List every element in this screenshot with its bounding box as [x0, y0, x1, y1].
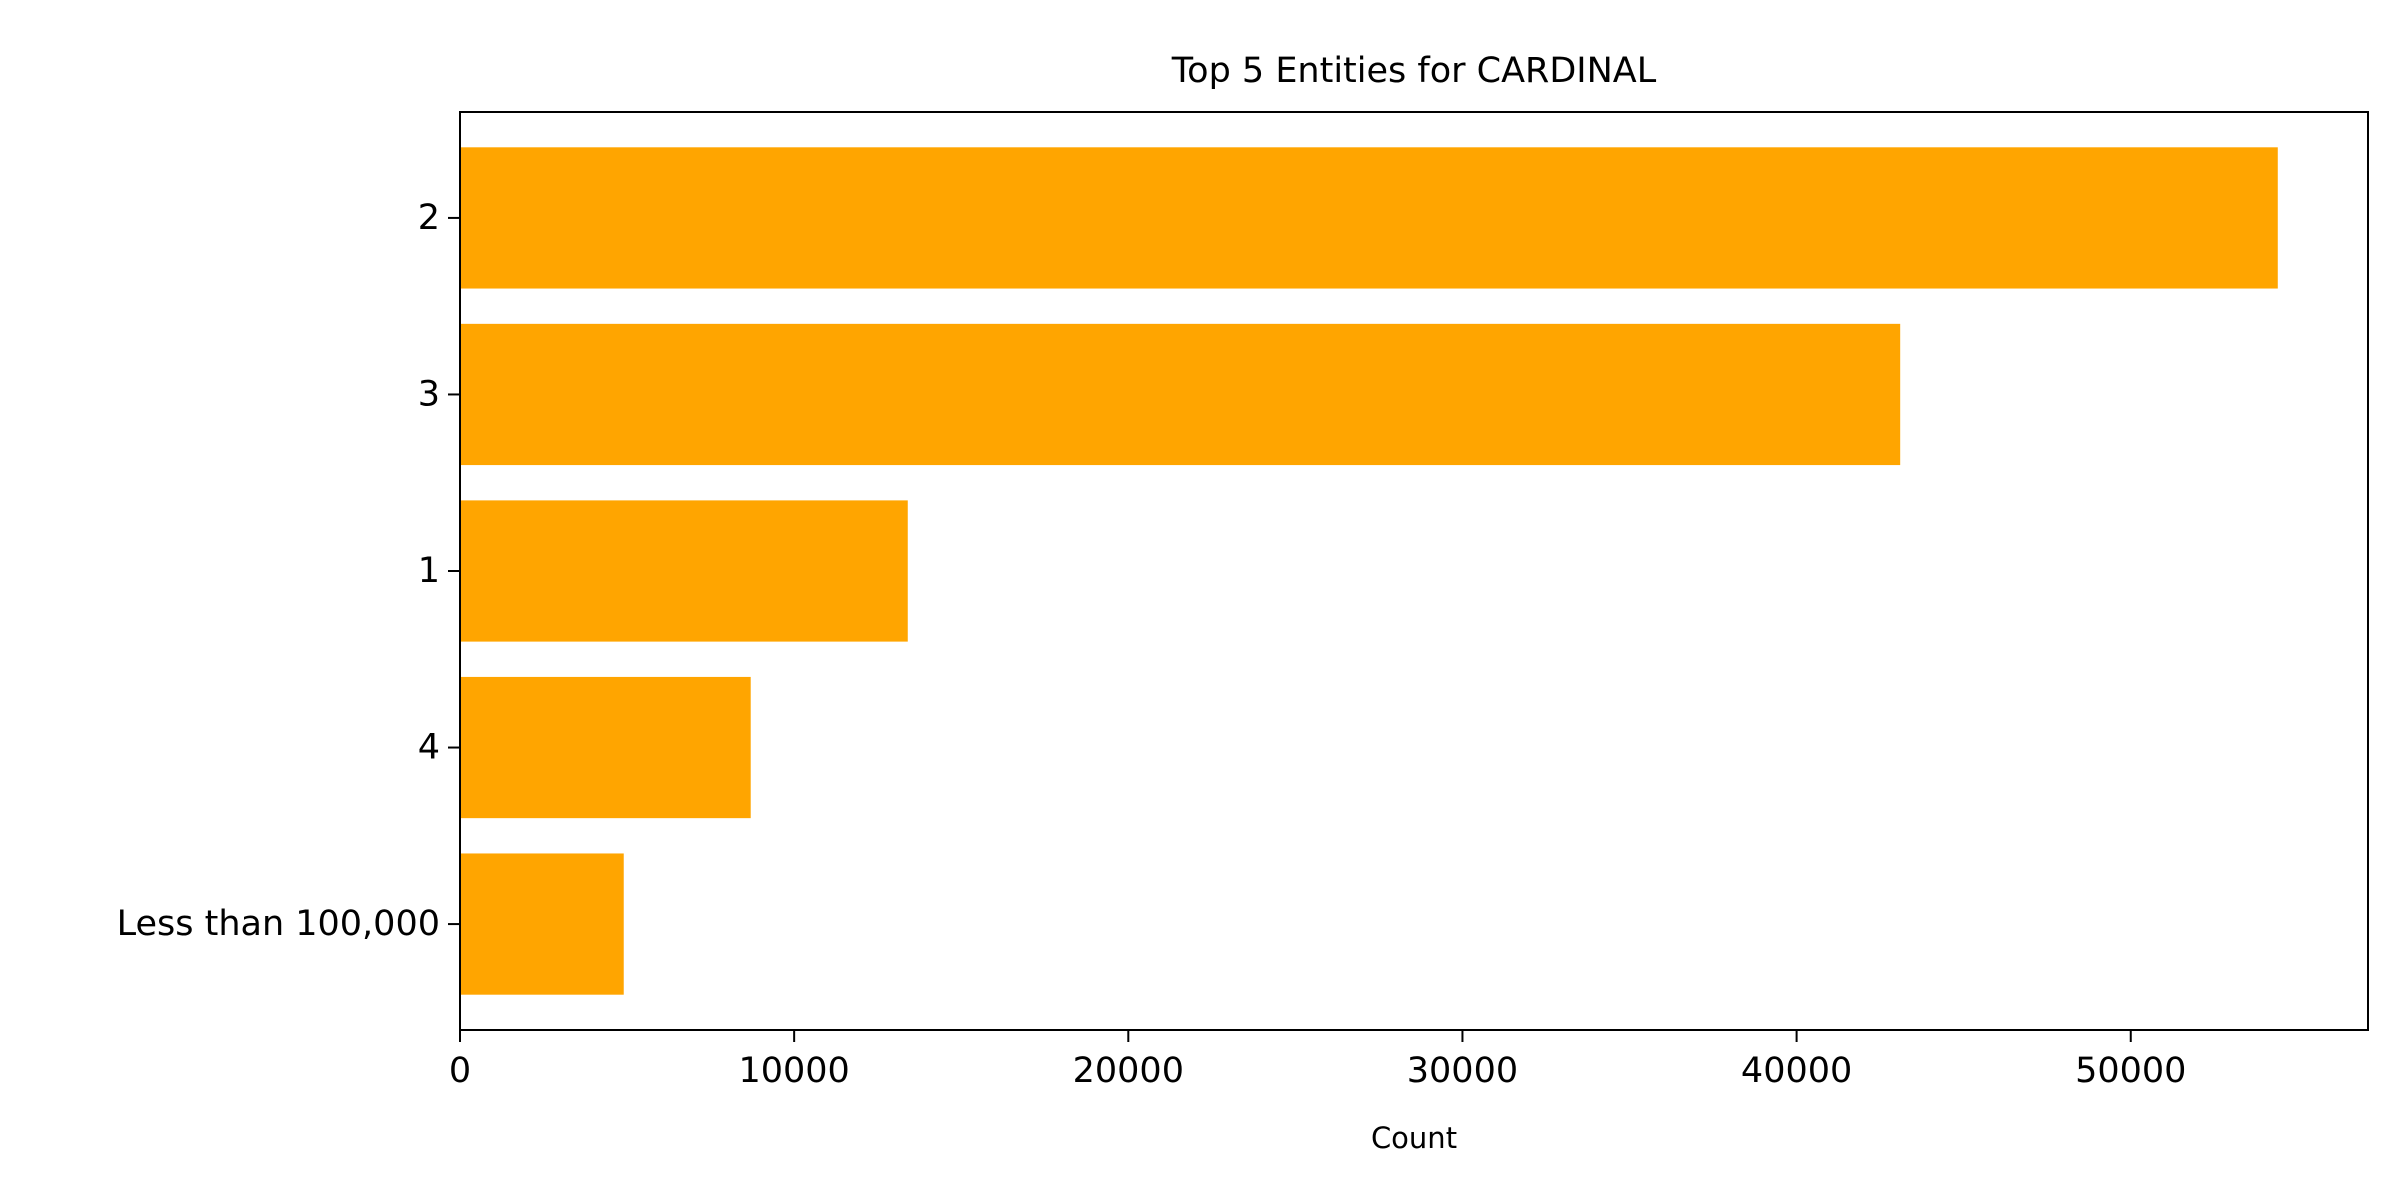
x-tick-label: 40000: [1741, 1051, 1852, 1091]
y-tick-label: 2: [418, 198, 440, 238]
chart-title: Top 5 Entities for CARDINAL: [1171, 51, 1657, 91]
x-axis: 0 10000 20000 30000 40000 50000: [449, 1030, 2186, 1091]
bar: [460, 323, 1901, 466]
x-tick-label: 50000: [2075, 1051, 2186, 1091]
bar: [460, 676, 751, 819]
y-tick-label: 4: [418, 728, 440, 768]
x-axis-label: Count: [1371, 1121, 1457, 1155]
x-tick-label: 20000: [1073, 1051, 1184, 1091]
bar: [460, 853, 624, 995]
y-tick-label: 3: [418, 374, 440, 414]
x-tick-label: 10000: [738, 1051, 849, 1091]
bars-group: [460, 147, 2278, 995]
y-axis: 2 3 1 4 Less than 100,000: [117, 198, 460, 944]
x-tick-label: 30000: [1407, 1051, 1518, 1091]
x-tick-label: 0: [449, 1051, 471, 1091]
bar: [460, 147, 2278, 289]
bar: [460, 500, 908, 642]
y-tick-label: Less than 100,000: [117, 904, 440, 944]
y-tick-label: 1: [418, 551, 440, 591]
